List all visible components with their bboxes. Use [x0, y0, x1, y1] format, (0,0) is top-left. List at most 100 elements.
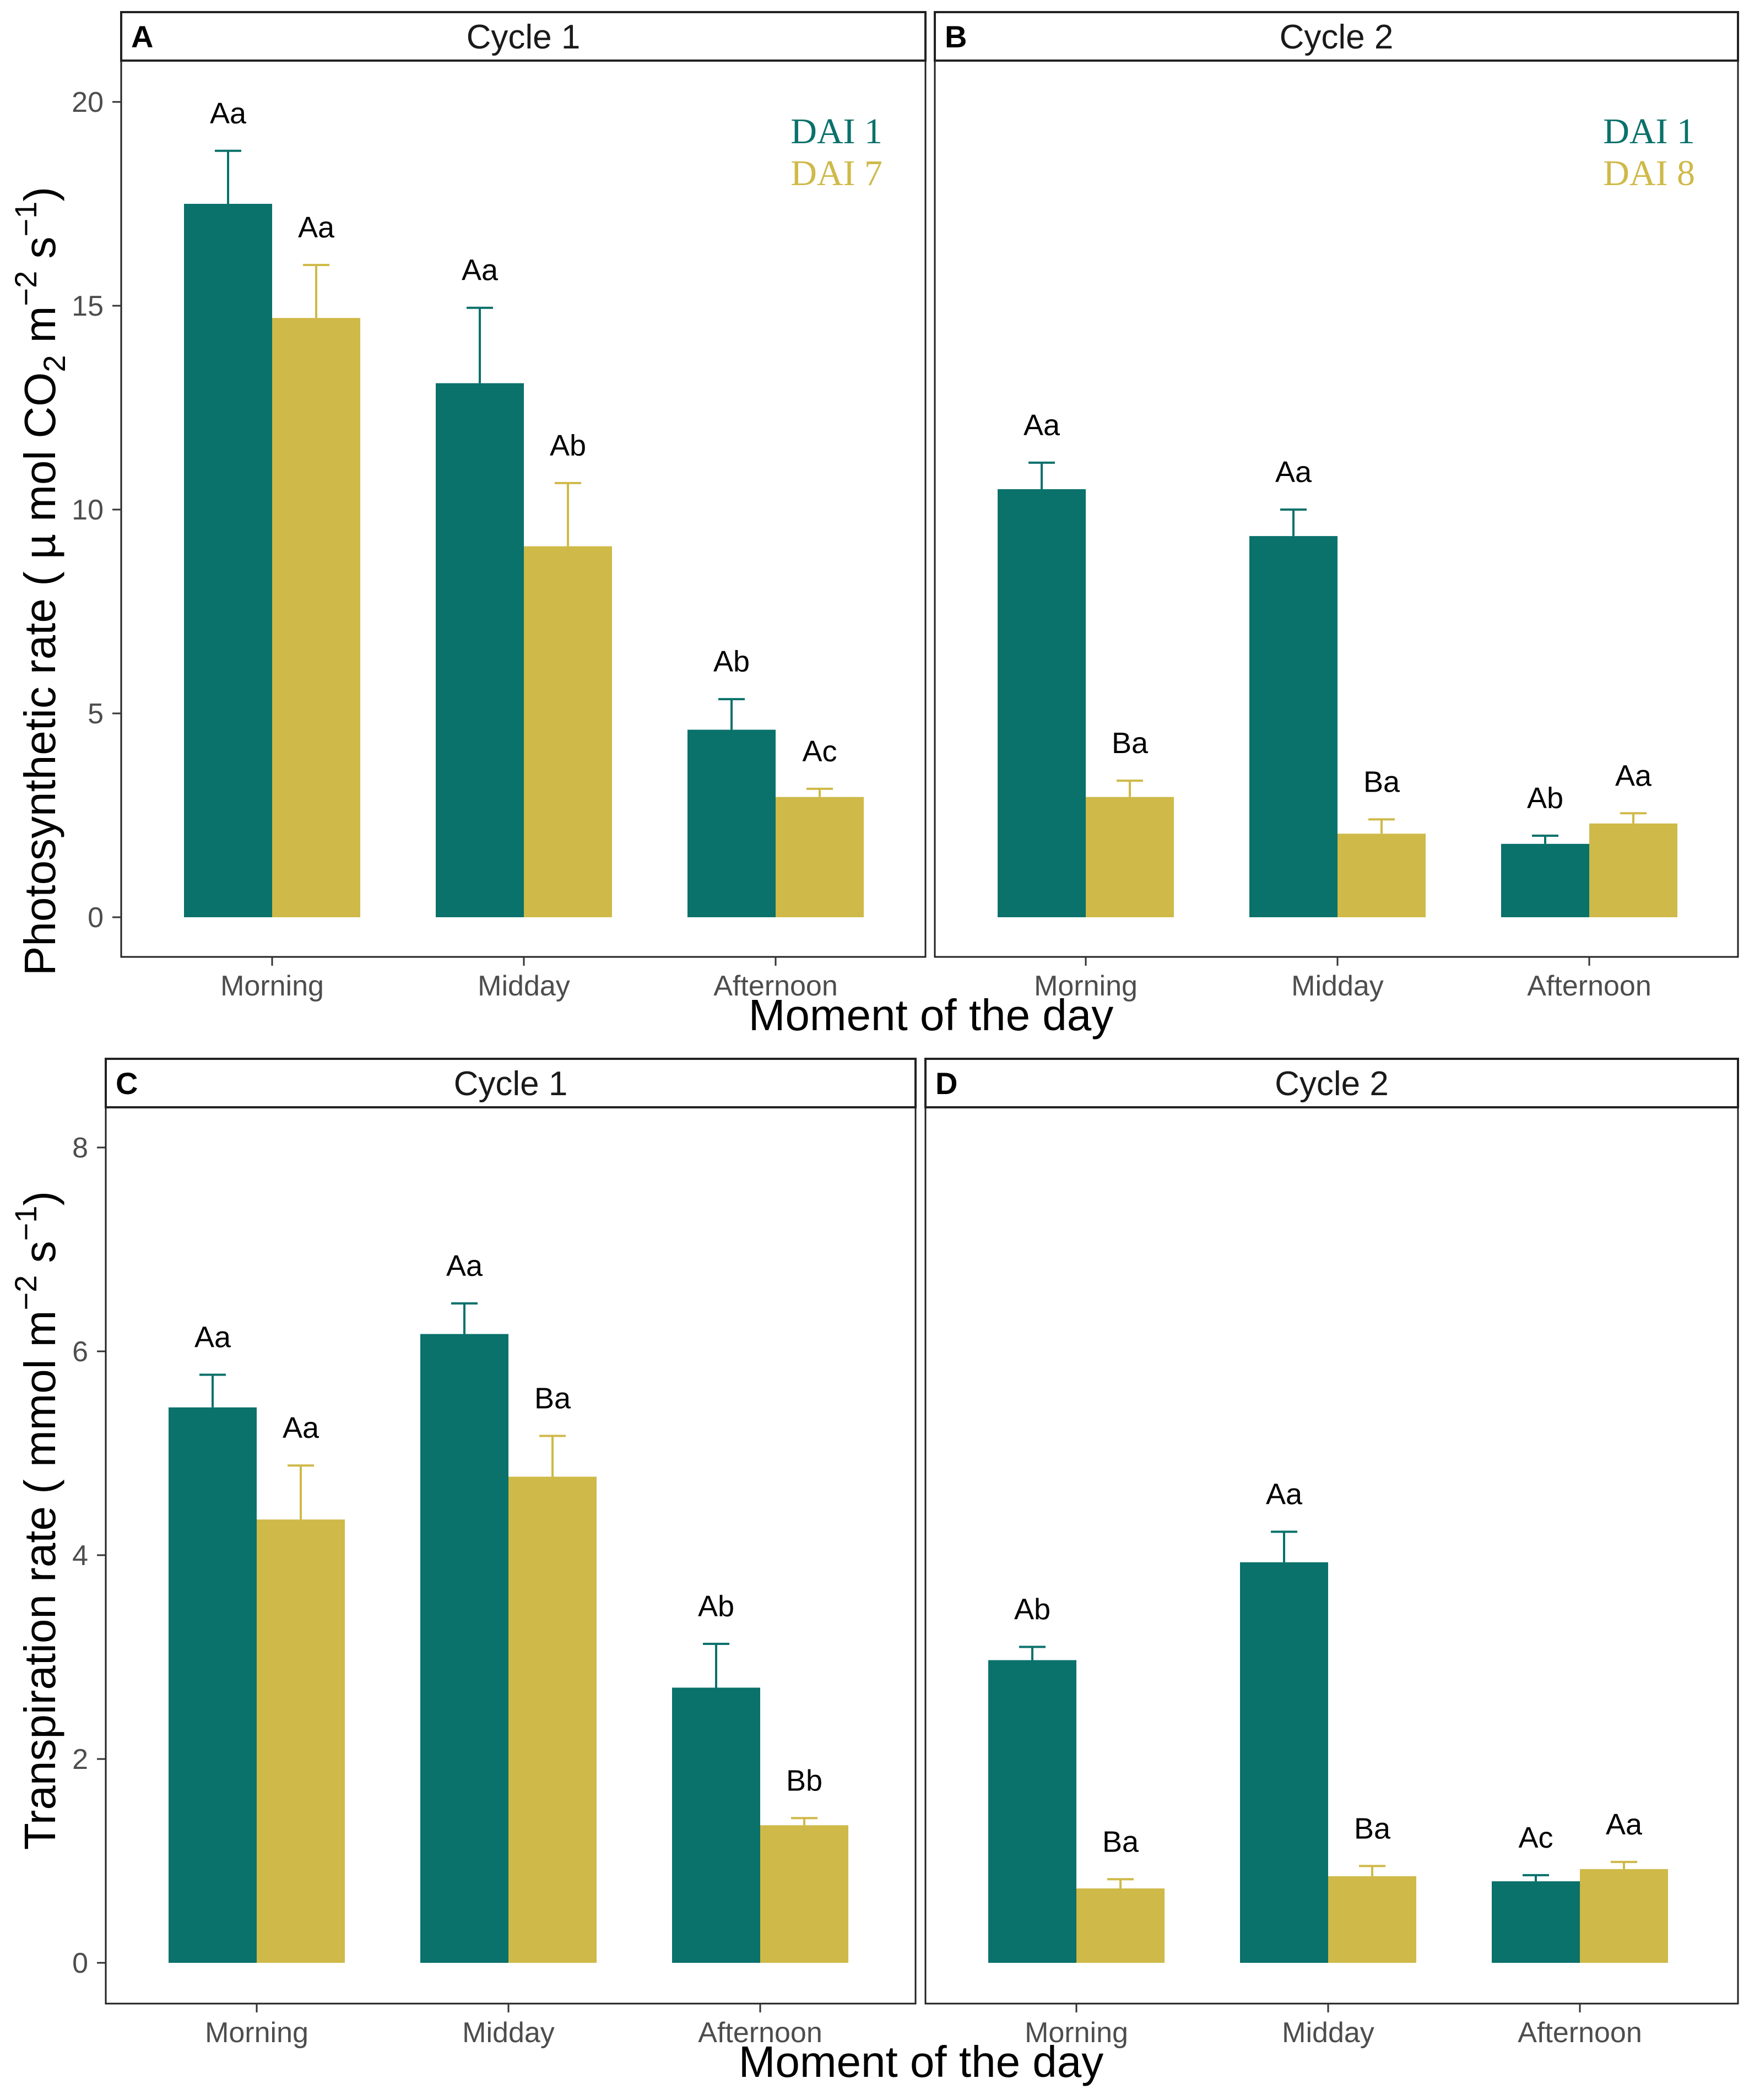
x-tick-label: Morning [220, 970, 324, 1002]
significance-label: Aa [1266, 1477, 1303, 1511]
panel-c: Cycle 1 C 0 2 4 6 8 Aa Aa Morning Aa Ba Midday Ab Bb Af… [72, 1058, 917, 2049]
facet-strip [924, 1058, 1739, 1108]
significance-label: Ba [1102, 1825, 1139, 1858]
bar [1076, 1888, 1165, 1963]
y-tick-label: 0 [88, 902, 104, 934]
legend-entry: DAI 1 [1603, 111, 1695, 151]
y-tick-label: 2 [72, 1744, 88, 1776]
significance-label: Aa [1615, 759, 1652, 792]
x-tick-label: Midday [478, 970, 570, 1002]
x-tick-label: Midday [1291, 970, 1384, 1002]
plot-frame [924, 1106, 1739, 2005]
significance-label: Aa [1275, 456, 1312, 489]
bar [420, 1334, 508, 1963]
bar [776, 797, 864, 917]
facet-strip [105, 1058, 917, 1108]
legend-entry: DAI 8 [1603, 153, 1695, 193]
legend-entry: DAI 7 [790, 153, 882, 193]
panel-letter: D [935, 1066, 957, 1101]
y-title-top-sup1: −2 [8, 271, 43, 306]
bar [436, 383, 524, 917]
significance-label: Ab [1014, 1593, 1051, 1626]
bar [1501, 843, 1589, 917]
bar [524, 546, 612, 917]
significance-label: Aa [462, 254, 499, 287]
y-axis-title-top: Photosynthetic rate ( µ mol CO2 m−2 s−1) [8, 187, 72, 976]
facet-title: Cycle 2 [1275, 1065, 1389, 1103]
bar [687, 729, 776, 917]
y-tick-label: 15 [72, 290, 104, 322]
y-title-top-mid2: s [15, 236, 64, 270]
y-axis-title-bottom: Transpiration rate ( mmol m−2 s−1) [8, 1191, 64, 1850]
y-tick-label: 0 [72, 1947, 88, 1979]
bar [1249, 536, 1338, 917]
bar [272, 318, 360, 918]
y-tick-label: 10 [72, 494, 104, 526]
bar [1328, 1876, 1416, 1963]
significance-label: Ab [698, 1590, 734, 1623]
significance-label: Aa [283, 1411, 320, 1444]
y-title-top-mid: m [15, 306, 64, 355]
bar [998, 489, 1086, 917]
x-tick-label: Afternoon [1518, 2017, 1642, 2049]
y-tick-label: 6 [72, 1336, 88, 1368]
x-axis-title-bottom: Moment of the day [739, 2037, 1104, 2086]
panel-a: Cycle 1 A 0 5 10 15 20 Aa Aa Morning Aa Ab Midday Ab A… [72, 11, 927, 1002]
y-title-top-main: Photosynthetic rate ( µ mol CO [15, 372, 64, 976]
bar [184, 204, 272, 917]
y-title-top-sup2: −1 [8, 202, 43, 237]
x-tick-label: Morning [205, 2017, 308, 2049]
panel-letter: C [116, 1066, 138, 1101]
significance-label: Ab [1527, 782, 1563, 815]
y-title-bottom-main: Transpiration rate ( mmol m [15, 1311, 64, 1850]
significance-label: Ab [550, 429, 586, 462]
bar [1580, 1869, 1668, 1963]
x-tick-label: Morning [1025, 2017, 1128, 2049]
facet-strip [934, 11, 1739, 62]
significance-label: Ba [1363, 765, 1400, 798]
panel-d: Cycle 2 D Ab Ba Morning Aa Ba Midday Ac Aa Afterno… [924, 1058, 1739, 2049]
plot-frame [934, 59, 1739, 958]
bar [508, 1476, 597, 1963]
bar [1240, 1562, 1328, 1963]
significance-label: Aa [194, 1321, 231, 1354]
y-tick-label: 8 [72, 1132, 88, 1164]
significance-label: Ac [802, 735, 837, 768]
significance-label: Ba [534, 1382, 571, 1415]
significance-label: Aa [446, 1249, 483, 1282]
y-title-bottom-sup1: −2 [8, 1275, 43, 1311]
bar [760, 1825, 848, 1963]
bar [672, 1687, 760, 1963]
y-title-bottom-sup2: −1 [8, 1206, 43, 1241]
x-axis-title-top: Moment of the day [749, 991, 1114, 1040]
bar [257, 1519, 345, 1963]
y-title-bottom-mid: s [15, 1241, 64, 1275]
facet-title: Cycle 1 [454, 1065, 568, 1103]
significance-label: Ba [1354, 1812, 1391, 1845]
significance-label: Aa [298, 211, 335, 244]
significance-label: Aa [210, 97, 247, 130]
significance-label: Ab [713, 645, 750, 678]
bar [1589, 823, 1677, 917]
significance-label: Bb [786, 1764, 822, 1797]
significance-label: Ac [1518, 1821, 1553, 1854]
facet-title: Cycle 1 [467, 18, 581, 56]
significance-label: Aa [1024, 409, 1060, 442]
x-tick-label: Midday [1282, 2017, 1374, 2049]
facet-title: Cycle 2 [1280, 18, 1394, 56]
bar [1086, 797, 1174, 917]
y-tick-label: 4 [72, 1540, 88, 1572]
bar [988, 1660, 1076, 1963]
y-title-bottom-end: ) [15, 1191, 64, 1206]
x-tick-label: Midday [462, 2017, 555, 2049]
x-tick-label: Afternoon [713, 970, 838, 1002]
x-tick-label: Morning [1034, 970, 1138, 1002]
y-title-top-end: ) [15, 187, 64, 202]
panel-letter: B [945, 19, 967, 54]
x-tick-label: Afternoon [698, 2017, 822, 2049]
significance-label: Ba [1112, 727, 1149, 760]
y-title-top-sub: 2 [37, 355, 72, 372]
y-tick-label: 20 [72, 86, 104, 118]
panel-b: Cycle 2 B Aa Ba Morning Aa Ba Midday Ab Aa Afterno… [934, 11, 1739, 1002]
